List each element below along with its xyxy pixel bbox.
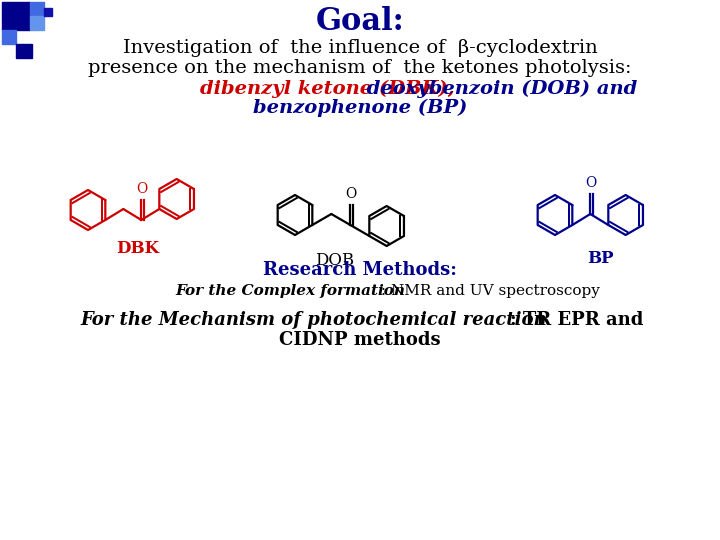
Bar <box>2 30 16 44</box>
Text: deoxybenzoin (DOB) and: deoxybenzoin (DOB) and <box>360 80 637 98</box>
Text: For the Complex formation: For the Complex formation <box>175 284 405 298</box>
Text: For the Mechanism of photochemical reaction: For the Mechanism of photochemical react… <box>80 311 546 329</box>
Text: : NMR and UV spectroscopy: : NMR and UV spectroscopy <box>376 284 600 298</box>
Text: Goal:: Goal: <box>315 6 405 37</box>
Text: O: O <box>137 182 148 196</box>
Bar <box>30 16 44 30</box>
Bar <box>44 8 52 16</box>
Bar <box>2 2 30 30</box>
Bar <box>16 44 32 58</box>
Text: presence on the mechanism of  the ketones photolysis:: presence on the mechanism of the ketones… <box>89 59 631 77</box>
Text: Research Methods:: Research Methods: <box>263 261 457 279</box>
Text: DBK: DBK <box>117 240 160 257</box>
Bar <box>30 2 44 16</box>
Text: BP: BP <box>587 250 613 267</box>
Text: : TR EPR and: : TR EPR and <box>510 311 644 329</box>
Text: dibenzyl ketone (DBK),: dibenzyl ketone (DBK), <box>200 80 454 98</box>
Text: DOB: DOB <box>315 252 354 269</box>
Text: O: O <box>346 187 357 201</box>
Text: O: O <box>585 176 597 190</box>
Text: benzophenone (BP): benzophenone (BP) <box>253 99 467 117</box>
Text: CIDNP methods: CIDNP methods <box>279 331 441 349</box>
Text: Investigation of  the influence of  β-cyclodextrin: Investigation of the influence of β-cycl… <box>122 39 598 57</box>
